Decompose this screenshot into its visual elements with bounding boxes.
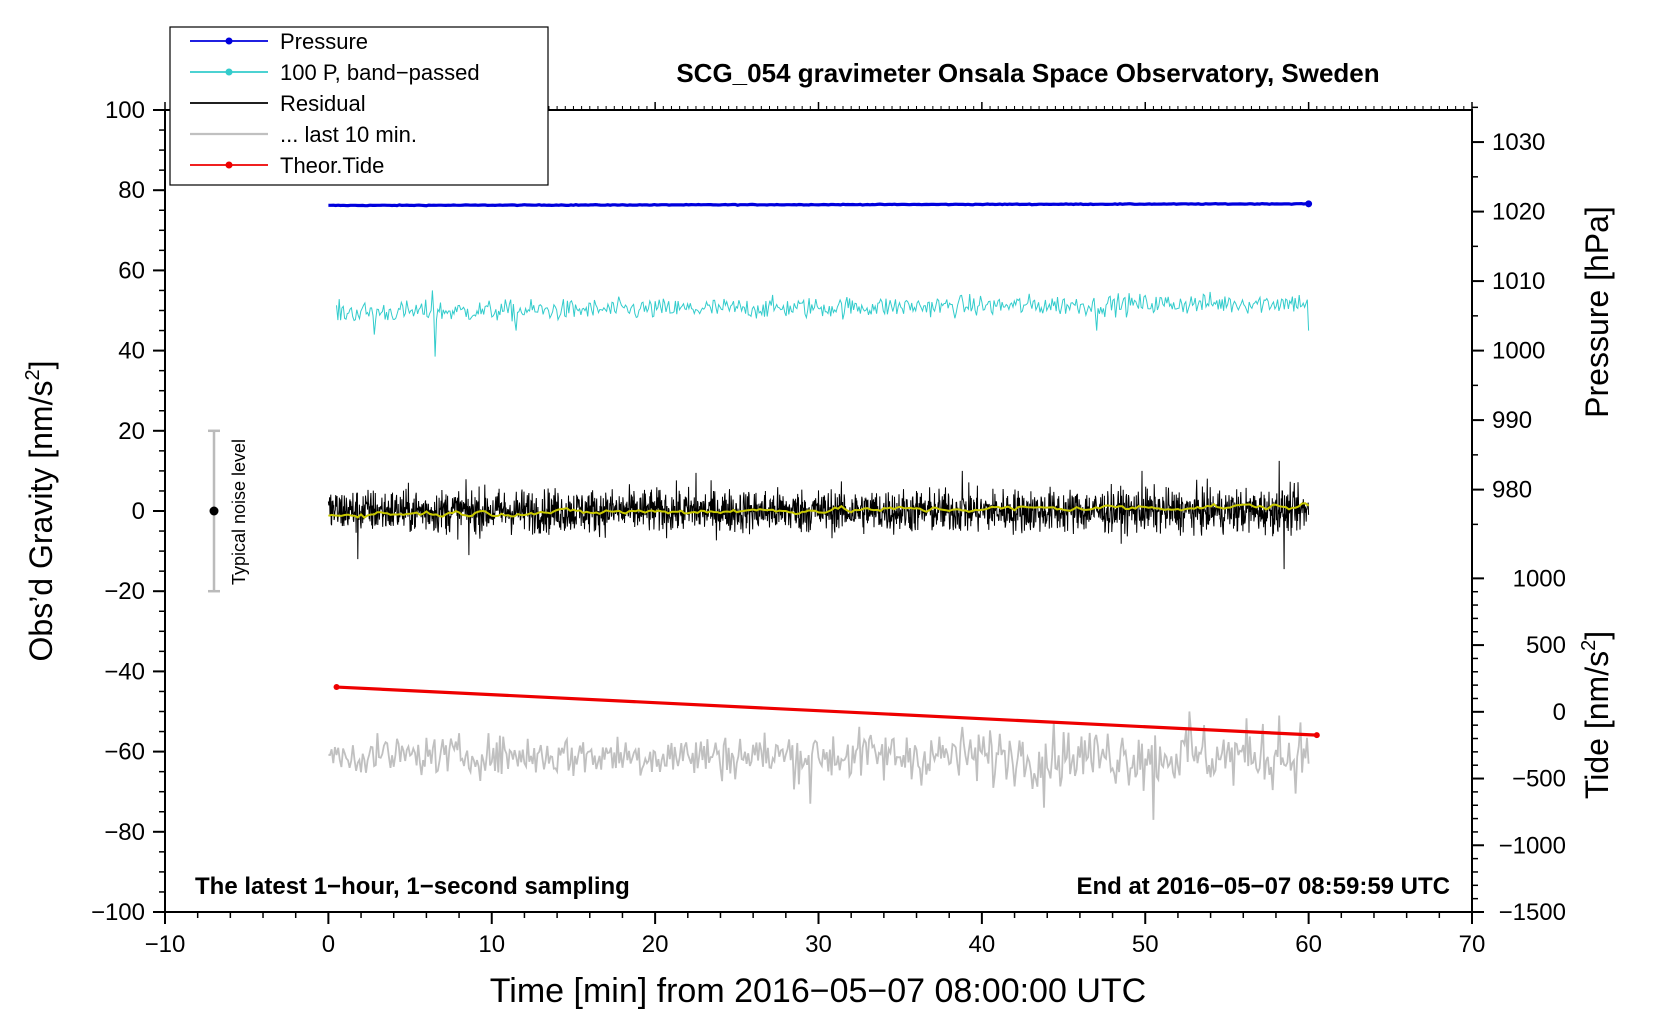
x-tick-label: 20 bbox=[642, 931, 669, 958]
legend-label: 100 P, band−passed bbox=[280, 60, 480, 85]
annotation-sampling: The latest 1−hour, 1−second sampling bbox=[195, 873, 630, 900]
y-axis-pressure: 980 990 1000 1010 1020 1030 bbox=[1472, 106, 1545, 526]
legend-box bbox=[169, 26, 549, 186]
chart-title: SCG_054 gravimeter Onsala Space Observat… bbox=[676, 58, 1379, 88]
legend-label: Pressure bbox=[280, 29, 368, 54]
y-axis-tide-label: Tide [nm/s2] bbox=[1578, 631, 1615, 799]
x-axis-label: Time [min] from 2016−05−07 08:00:00 UTC bbox=[490, 972, 1146, 1010]
y-tick-label: −20 bbox=[104, 578, 145, 605]
x-tick-label: 10 bbox=[478, 931, 505, 958]
pressure-end-marker bbox=[1305, 200, 1313, 208]
x-tick-label: 60 bbox=[1295, 931, 1322, 958]
theoretical-tide-line bbox=[336, 685, 1317, 737]
tide-end-marker bbox=[1313, 732, 1320, 739]
y-tick-label: 20 bbox=[118, 418, 145, 445]
x-tick-label: 70 bbox=[1459, 931, 1486, 958]
y-tick-label: −80 bbox=[104, 819, 145, 846]
pressure-line bbox=[328, 201, 1309, 208]
tide-tick-label: 0 bbox=[1553, 699, 1566, 726]
noise-bar-center bbox=[209, 506, 219, 516]
x-tick-label: 30 bbox=[805, 931, 832, 958]
legend-marker bbox=[225, 161, 233, 169]
residual-line bbox=[327, 460, 1310, 570]
x-tick-label: 50 bbox=[1132, 931, 1159, 958]
y-tick-label: 80 bbox=[118, 177, 145, 204]
pressure-tick-label: 1030 bbox=[1492, 129, 1545, 156]
y-tick-label: −40 bbox=[104, 658, 145, 685]
y-tick-label: −100 bbox=[91, 899, 145, 926]
y-tick-label: 40 bbox=[118, 338, 145, 365]
bandpass-pressure-line bbox=[336, 290, 1310, 357]
x-tick-label: 40 bbox=[969, 931, 996, 958]
pressure-tick-label: 990 bbox=[1492, 407, 1532, 434]
tide-tick-label: 1000 bbox=[1513, 565, 1566, 592]
y-tick-label: 0 bbox=[132, 498, 145, 525]
pressure-tick-label: 1000 bbox=[1492, 338, 1545, 365]
y-axis-left-label: Obs’d Gravity [nm/s2] bbox=[22, 361, 59, 662]
y-axis-pressure-label: Pressure [hPa] bbox=[1579, 206, 1615, 418]
residual-smoothed-line bbox=[328, 502, 1310, 519]
legend-label: ... last 10 min. bbox=[280, 122, 417, 147]
legend-marker bbox=[225, 68, 233, 76]
legend-label: Residual bbox=[280, 91, 366, 116]
legend: Pressure 100 P, band−passed Residual ... la… bbox=[169, 26, 549, 186]
noise-level-indicator bbox=[208, 429, 221, 593]
y-tick-label: 100 bbox=[105, 97, 145, 124]
last-10-min-line bbox=[328, 711, 1310, 820]
noise-level-label: Typical noise level bbox=[229, 439, 249, 585]
pressure-tick-label: 980 bbox=[1492, 477, 1532, 504]
tide-tick-label: −1500 bbox=[1499, 899, 1566, 926]
pressure-tick-label: 1020 bbox=[1492, 199, 1545, 226]
x-tick-label: −10 bbox=[145, 931, 186, 958]
legend-marker bbox=[225, 37, 233, 45]
y-axis-tide: −1500 −1000 −500 0 500 1000 bbox=[1472, 565, 1566, 926]
tide-start-marker bbox=[333, 684, 340, 691]
tide-tick-label: −500 bbox=[1512, 766, 1566, 793]
annotation-end-time: End at 2016−05−07 08:59:59 UTC bbox=[1076, 873, 1450, 900]
y-axis-left: −100 −80 −60 −40 −20 0 20 40 60 80 100 bbox=[91, 97, 165, 926]
tide-tick-label: 500 bbox=[1526, 632, 1566, 659]
x-tick-label: 0 bbox=[322, 931, 335, 958]
y-tick-label: −60 bbox=[104, 739, 145, 766]
series-layer bbox=[327, 200, 1320, 820]
y-tick-label: 60 bbox=[118, 257, 145, 284]
pressure-tick-label: 1010 bbox=[1492, 268, 1545, 295]
x-axis: −10 0 10 20 30 40 50 60 70 bbox=[145, 102, 1486, 958]
tide-tick-label: −1000 bbox=[1499, 832, 1566, 859]
legend-label: Theor.Tide bbox=[280, 153, 384, 178]
